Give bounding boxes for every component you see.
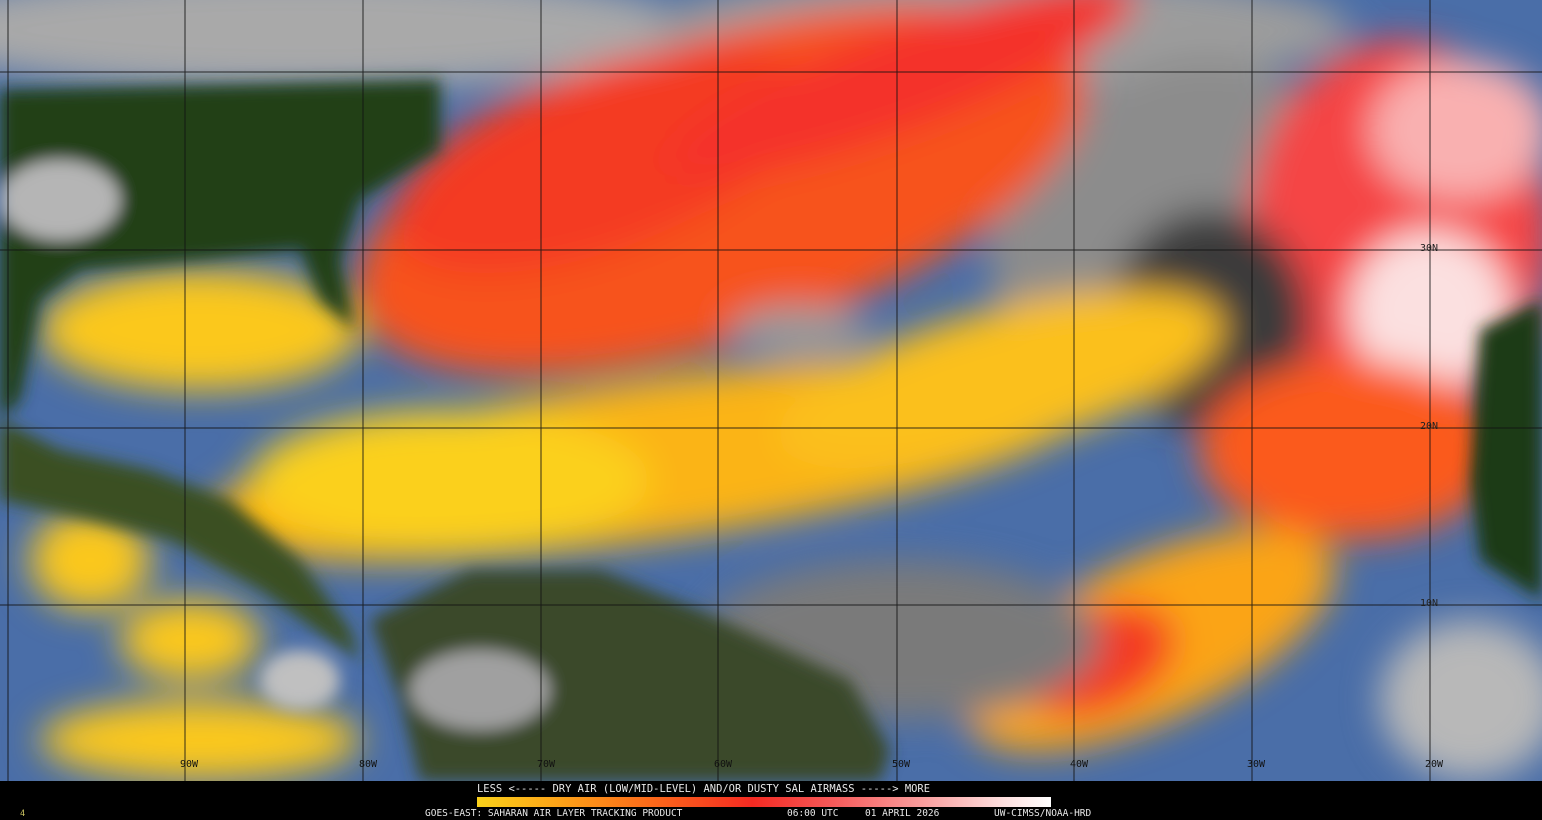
latitude-label: 20N <box>1420 421 1439 432</box>
latitude-label: 10N <box>1420 598 1439 609</box>
longitude-label: 60W <box>714 759 733 770</box>
longitude-label: 40W <box>1070 759 1089 770</box>
longitude-label: 50W <box>892 759 911 770</box>
credit-label: UW-CIMSS/NOAA-HRD <box>994 808 1092 819</box>
longitude-label: 90W <box>180 759 199 770</box>
longitude-label: 70W <box>537 759 556 770</box>
longitude-label: 30W <box>1247 759 1266 770</box>
legend-bar: LESS <----- DRY AIR (LOW/MID-LEVEL) AND/… <box>0 781 1542 820</box>
latitude-label: 30N <box>1420 243 1439 254</box>
date-label: 01 APRIL 2026 <box>865 808 940 819</box>
time-label: 06:00 UTC <box>787 808 839 819</box>
dry-air-color-scale <box>477 797 1051 807</box>
moisture-field <box>0 0 1542 780</box>
graticule <box>0 0 1542 781</box>
product-title: GOES-EAST: SAHARAN AIR LAYER TRACKING PR… <box>425 808 683 819</box>
corner-mark: 4 <box>20 809 26 819</box>
scale-label: LESS <----- DRY AIR (LOW/MID-LEVEL) AND/… <box>477 782 930 795</box>
satellite-map <box>0 0 1542 781</box>
longitude-label: 20W <box>1425 759 1444 770</box>
longitude-label: 80W <box>359 759 378 770</box>
